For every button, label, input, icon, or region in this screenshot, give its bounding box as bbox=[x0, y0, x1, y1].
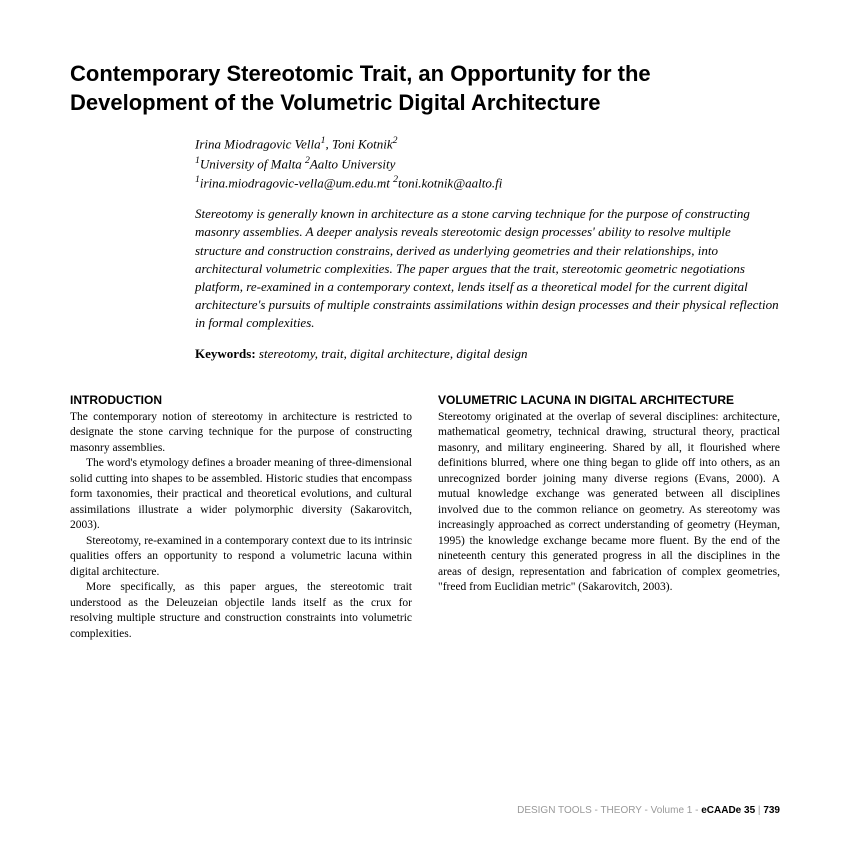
left-column: INTRODUCTION The contemporary notion of … bbox=[70, 392, 412, 642]
right-column: VOLUMETRIC LACUNA IN DIGITAL ARCHITECTUR… bbox=[438, 392, 780, 642]
emails: 1irina.miodragovic-vella@um.edu.mt 2toni… bbox=[195, 174, 780, 191]
header-block: Irina Miodragovic Vella1, Toni Kotnik2 1… bbox=[195, 135, 780, 362]
page-footer: DESIGN TOOLS - THEORY - Volume 1 - eCAAD… bbox=[517, 805, 780, 816]
keywords: Keywords: stereotomy, trait, digital arc… bbox=[195, 346, 780, 362]
abstract: Stereotomy is generally known in archite… bbox=[195, 205, 780, 332]
paragraph: The word's etymology defines a broader m… bbox=[70, 456, 412, 534]
section-heading-intro: INTRODUCTION bbox=[70, 392, 412, 408]
footer-page-number: 739 bbox=[763, 805, 780, 816]
paragraph: The contemporary notion of stereotomy in… bbox=[70, 410, 412, 457]
paragraph: More specifically, as this paper argues,… bbox=[70, 580, 412, 642]
keywords-label: Keywords: bbox=[195, 346, 256, 361]
footer-conference: eCAADe 35 bbox=[701, 805, 755, 816]
body-columns: INTRODUCTION The contemporary notion of … bbox=[70, 392, 780, 642]
paragraph: Stereotomy, re-examined in a contemporar… bbox=[70, 534, 412, 581]
paper-title: Contemporary Stereotomic Trait, an Oppor… bbox=[70, 60, 780, 117]
paragraph: Stereotomy originated at the overlap of … bbox=[438, 410, 780, 596]
section-heading-lacuna: VOLUMETRIC LACUNA IN DIGITAL ARCHITECTUR… bbox=[438, 392, 780, 408]
keywords-values: stereotomy, trait, digital architecture,… bbox=[259, 346, 528, 361]
footer-section: DESIGN TOOLS - THEORY - Volume 1 - bbox=[517, 805, 701, 816]
affiliations: 1University of Malta 2Aalto University bbox=[195, 155, 780, 172]
authors: Irina Miodragovic Vella1, Toni Kotnik2 bbox=[195, 135, 780, 152]
